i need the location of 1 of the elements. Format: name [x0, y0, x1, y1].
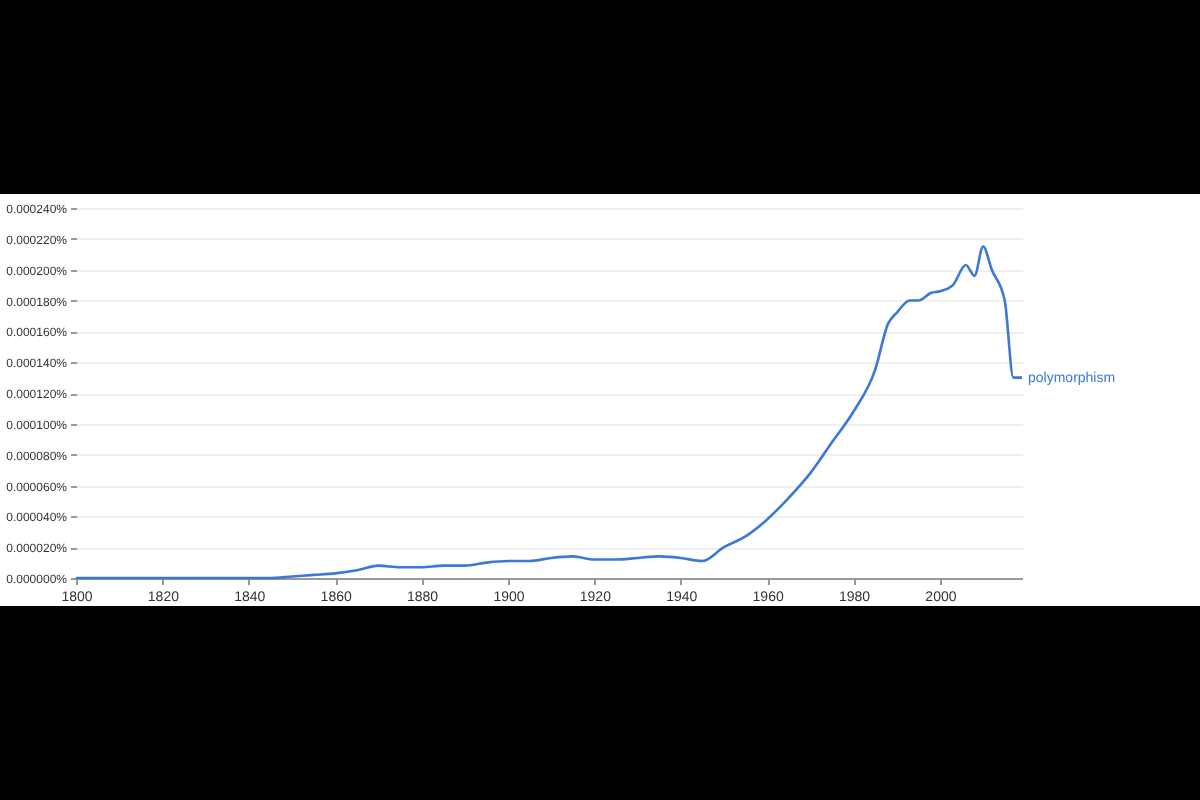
- line-series: [74, 245, 1024, 580]
